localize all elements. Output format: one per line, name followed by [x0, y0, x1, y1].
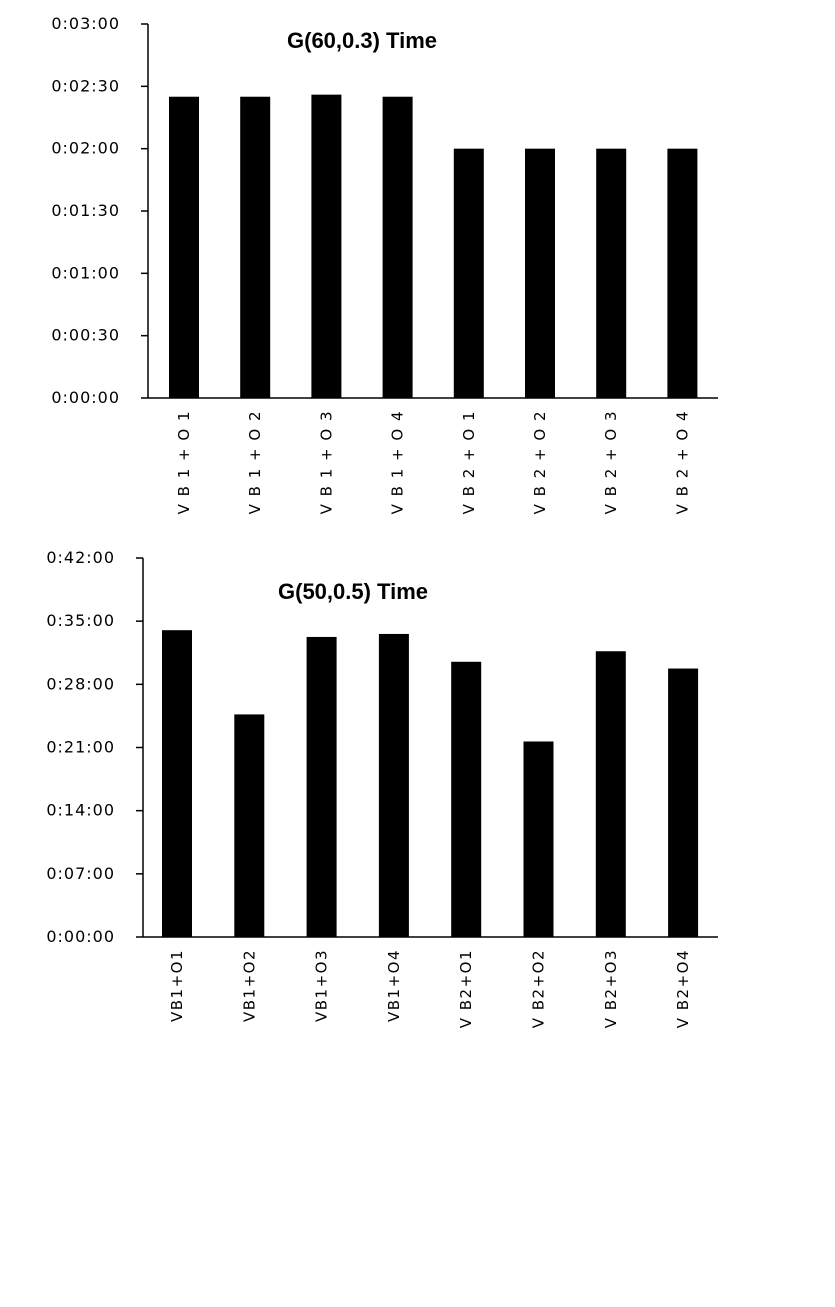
x-tick-label: V B 1 + O 2 [246, 410, 264, 514]
bar [453, 148, 484, 398]
x-tick-label: V B 2 + O 1 [460, 410, 478, 514]
x-tick-label: V B 2 + O 2 [531, 410, 549, 514]
x-tick-label: VB1+O2 [240, 949, 258, 1022]
chart-title: G(60,0.3) Time [287, 28, 437, 53]
bar [595, 651, 626, 937]
bar [668, 668, 699, 937]
x-tick-label: V B2+O1 [457, 949, 475, 1028]
bar [162, 630, 192, 937]
y-tick-label: 0:02:00 [51, 139, 120, 158]
x-tick-label: V B2+O2 [530, 949, 548, 1028]
bar [378, 633, 409, 937]
bar [596, 148, 627, 398]
x-tick-label: V B2+O4 [674, 949, 692, 1028]
x-tick-label: V B 2 + O 3 [602, 410, 620, 514]
bar [234, 714, 265, 937]
y-tick-label: 0:21:00 [46, 738, 115, 757]
y-tick-label: 0:42:00 [46, 548, 115, 567]
x-tick-label: V B 1 + O 4 [389, 410, 407, 514]
bar [451, 661, 482, 937]
x-tick-label: VB1+O4 [385, 949, 403, 1022]
y-tick-label: 0:03:00 [51, 14, 120, 33]
y-tick-label: 0:00:00 [46, 927, 115, 946]
bar [240, 96, 271, 398]
bar [311, 94, 342, 399]
y-tick-label: 0:00:00 [51, 388, 120, 407]
x-tick-label: VB1+O3 [313, 949, 331, 1022]
y-tick-label: 0:07:00 [46, 864, 115, 883]
bar [523, 741, 554, 937]
chart-g60-time: G(60,0.3) Time 0:00:00 0:00:30 0:01:00 0:01… [51, 14, 718, 514]
chart-g50-time: G(50,0.5) Time 0:00:00 0:07:00 0:14:00 0:21… [46, 548, 718, 1028]
y-tick-label: 0:02:30 [51, 76, 120, 95]
bar [382, 96, 413, 398]
y-tick-label: 0:00:30 [51, 326, 120, 345]
x-tick-label: V B2+O3 [602, 949, 620, 1028]
bar [667, 148, 698, 398]
chart-title: G(50,0.5) Time [278, 579, 428, 604]
y-tick-label: 0:14:00 [46, 801, 115, 820]
x-tick-label: V B 1 + O 3 [317, 410, 335, 514]
bar [525, 148, 555, 398]
bar [306, 636, 337, 937]
y-tick-label: 0:01:00 [51, 263, 120, 282]
y-tick-label: 0:28:00 [46, 674, 115, 693]
bar [169, 96, 199, 398]
y-tick-label: 0:35:00 [46, 611, 115, 630]
x-tick-label: VB1+O1 [168, 949, 186, 1022]
x-tick-label: V B 1 + O 1 [175, 410, 193, 514]
x-tick-label: V B 2 + O 4 [673, 410, 691, 514]
y-tick-label: 0:01:30 [51, 201, 120, 220]
